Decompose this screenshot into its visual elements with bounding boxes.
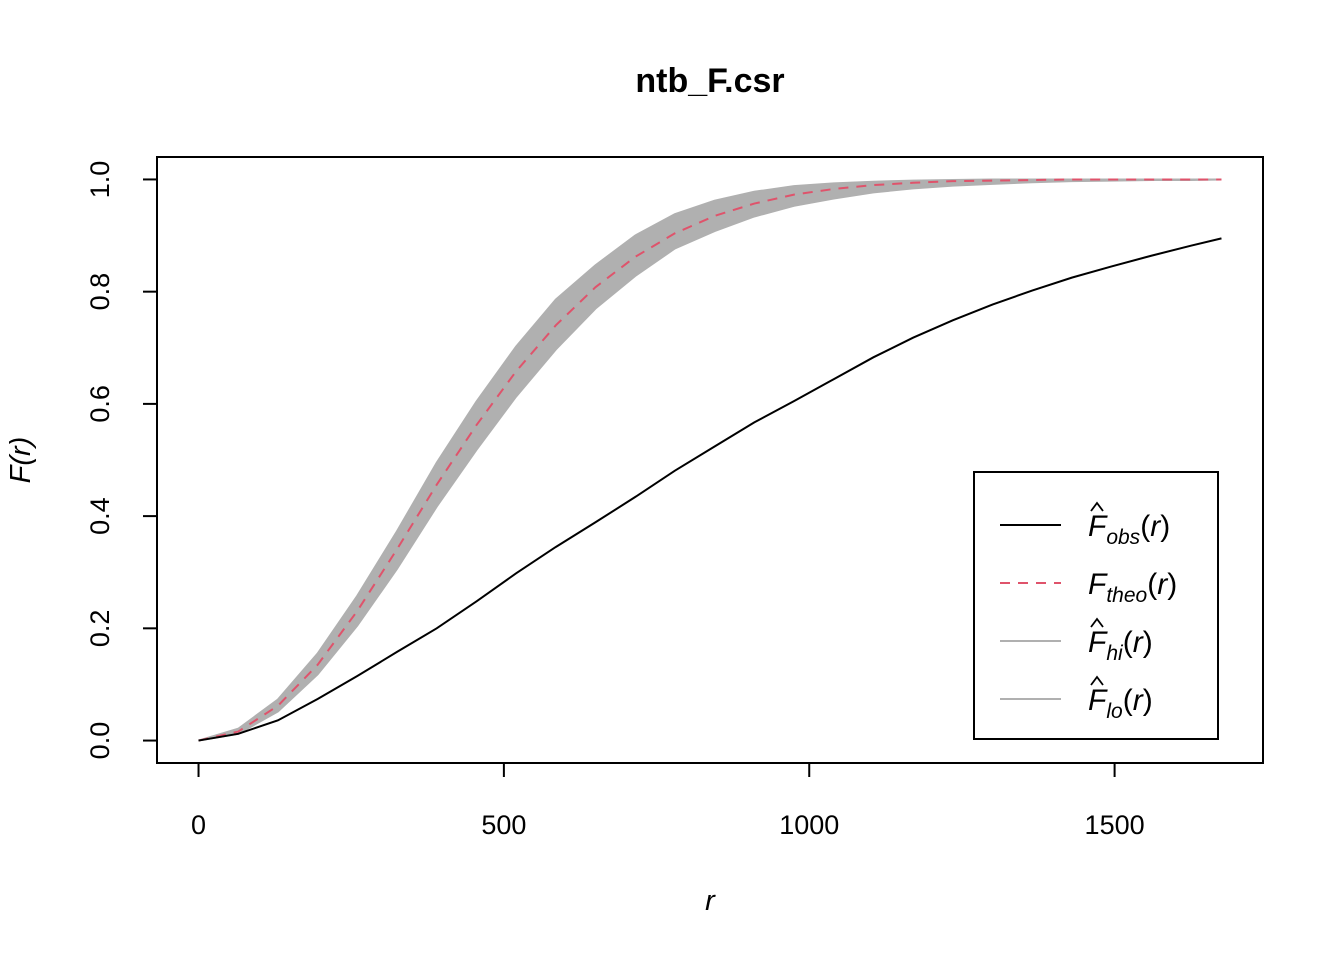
x-axis-label: r (705, 885, 716, 917)
legend-item-lo: Flo(r) (1000, 675, 1153, 723)
legend-box (973, 471, 1219, 740)
chart-title: ntb_F.csr (635, 62, 784, 100)
x-tick-label: 500 (481, 810, 526, 840)
series-theo-line (198, 178, 1222, 742)
legend-hat-obs (1090, 501, 1104, 512)
y-tick-label: 0.0 (85, 722, 115, 760)
series-lo-line (198, 178, 1222, 742)
x-tick-label: 0 (191, 810, 206, 840)
legend-hat-hi (1090, 617, 1104, 628)
series-layer (198, 178, 1222, 742)
envelope-band (198, 179, 1222, 741)
x-tick-label: 1500 (1085, 810, 1145, 840)
legend-item-theo: Ftheo(r) (1000, 568, 1177, 607)
y-tick-label: 0.2 (85, 610, 115, 648)
y-tick-label: 1.0 (85, 161, 115, 199)
y-tick-label: 0.4 (85, 497, 115, 535)
y-tick-label: 0.8 (85, 273, 115, 311)
legend-label-lo: Flo(r) (1088, 684, 1153, 723)
legend-hat-lo (1090, 675, 1104, 686)
legend: Fobs(r) Ftheo(r) Fhi(r) Flo(r) (973, 471, 1219, 740)
series-obs-line (198, 237, 1222, 742)
legend-item-hi: Fhi(r) (1000, 617, 1153, 665)
envelope-band-area (198, 179, 1222, 741)
y-tick-label: 0.6 (85, 385, 115, 423)
x-axis: 0 500 1000 1500 (191, 762, 1145, 840)
x-tick-label: 1000 (779, 810, 839, 840)
legend-label-theo: Ftheo(r) (1088, 568, 1177, 607)
legend-label-hi: Fhi(r) (1088, 626, 1153, 665)
legend-item-obs: Fobs(r) (1000, 501, 1170, 549)
y-axis-label: F(r) (5, 437, 37, 484)
y-axis: 0.0 0.2 0.4 0.6 0.8 1.0 (85, 161, 158, 760)
legend-label-obs: Fobs(r) (1088, 510, 1170, 549)
